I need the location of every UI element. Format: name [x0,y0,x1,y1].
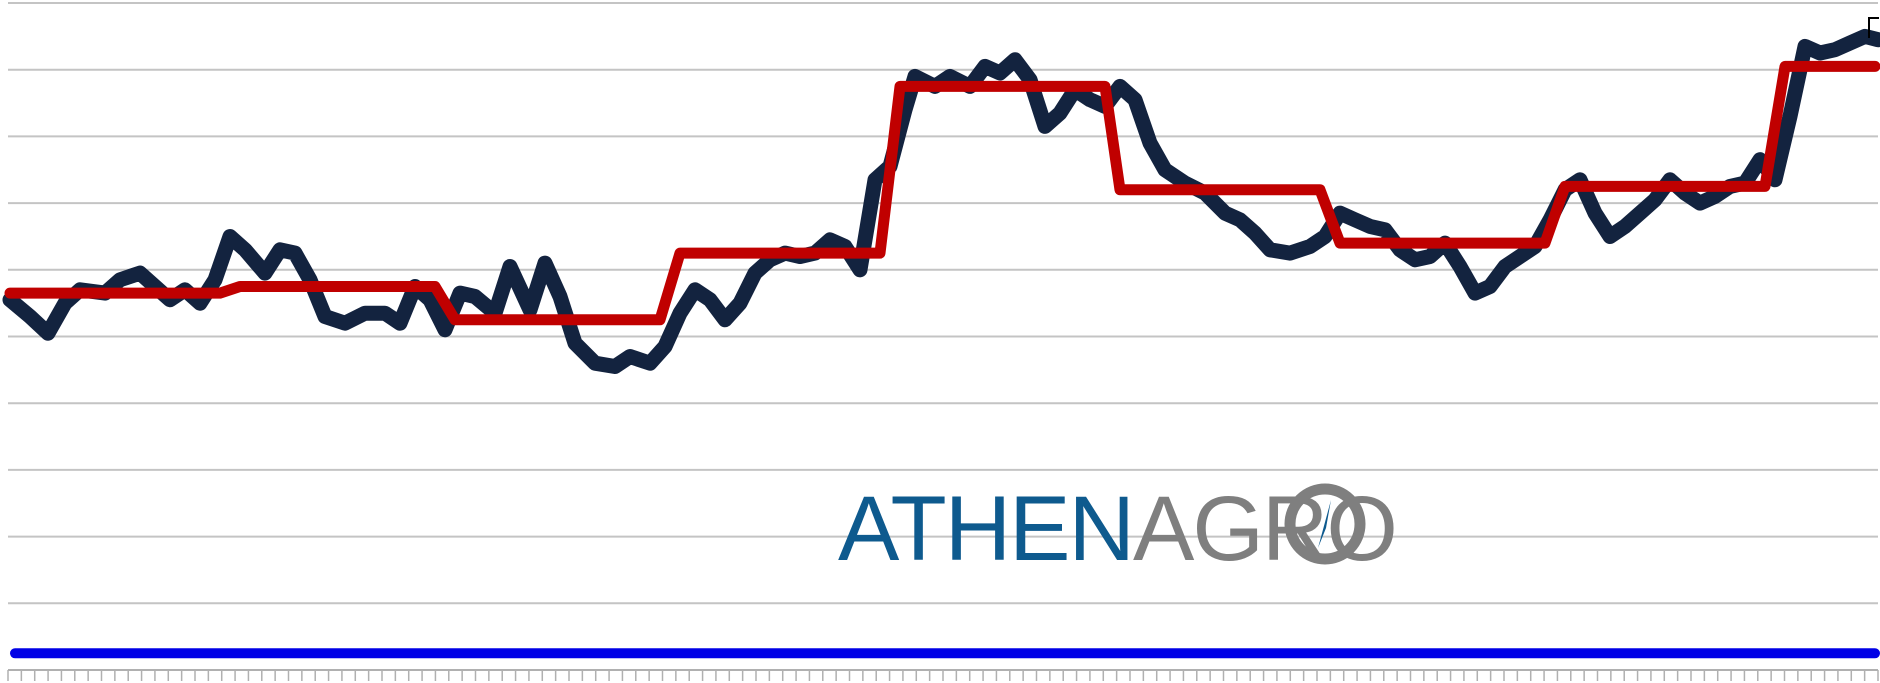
athenagro-logo: ATHENAGRO [838,478,1398,580]
series-lines [2,17,1880,659]
logo-text-athen: ATHEN [838,478,1133,580]
series-line-2 [4,60,1880,326]
x-axis [7,670,1879,681]
gridlines [8,2,1878,671]
svg-text:ATHENAGRO: ATHENAGRO [838,478,1396,580]
series-end-marker [1868,17,1879,38]
compass-icon [1284,483,1366,565]
logo-text-agro: AGRO [1133,478,1396,580]
